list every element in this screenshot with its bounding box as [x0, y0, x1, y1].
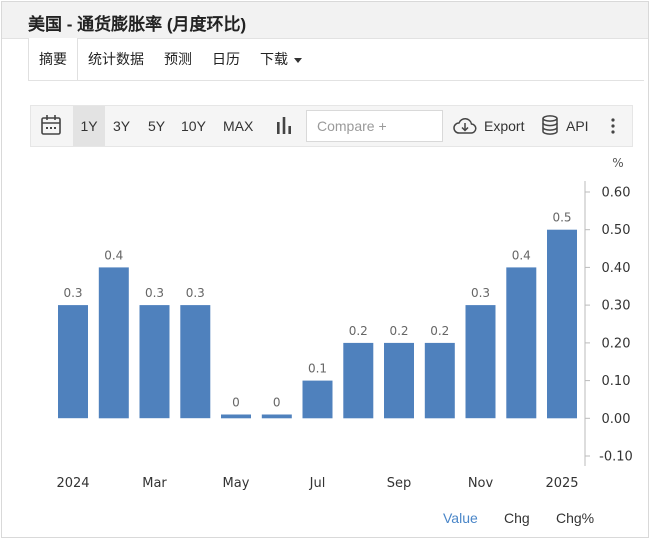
y-tick-label: 0.20: [602, 336, 631, 351]
chart-type-button[interactable]: [274, 106, 294, 146]
data-label: 0.3: [186, 286, 205, 300]
tab-calendar[interactable]: 日历: [202, 38, 250, 80]
data-label: 0.3: [471, 286, 490, 300]
page-title: 美国 - 通货膨胀率 (月度环比): [28, 15, 247, 34]
x-tick-label: Jul: [309, 476, 326, 491]
caret-down-icon: [294, 57, 302, 63]
data-label: 0.2: [389, 324, 408, 338]
compare-input[interactable]: [306, 110, 443, 142]
bar[interactable]: [261, 414, 292, 419]
data-label: 0.4: [512, 248, 531, 262]
data-label: 0.2: [430, 324, 449, 338]
export-label: Export: [484, 118, 525, 134]
api-button[interactable]: API: [540, 106, 589, 146]
tab-bar: 摘要 统计数据 预测 日历 下载: [28, 38, 312, 80]
bar[interactable]: [547, 229, 577, 419]
bar[interactable]: [98, 267, 129, 419]
calendar-icon: [41, 115, 61, 135]
export-button[interactable]: Export: [452, 106, 524, 146]
unit-label: %: [612, 156, 623, 170]
chart-toolbar: 1Y 3Y 5Y 10Y MAX Export API: [30, 105, 633, 147]
cloud-download-icon: [453, 117, 477, 134]
x-axis-ticks: 2024 Mar May Jul Sep Nov 2025: [56, 476, 578, 491]
range-max-button[interactable]: MAX: [223, 118, 254, 134]
bar-chart: % 0.30.40.3 0.30 00.10.2 0.2 0.20.30.40.5 0.…: [30, 156, 633, 491]
data-label: 0.3: [145, 286, 164, 300]
tab-label: 摘要: [39, 51, 67, 67]
bar[interactable]: [384, 342, 414, 419]
bar[interactable]: [506, 267, 537, 419]
bar[interactable]: [180, 305, 211, 419]
range-5y-button[interactable]: 5Y: [148, 118, 166, 134]
tab-summary[interactable]: 摘要: [28, 38, 78, 80]
bar[interactable]: [424, 342, 455, 419]
bar[interactable]: [139, 305, 170, 419]
tab-statistics[interactable]: 统计数据: [78, 38, 154, 80]
mode-chg-percent[interactable]: Chg%: [556, 510, 595, 526]
data-label: 0.1: [308, 362, 327, 376]
bar[interactable]: [302, 380, 333, 419]
y-tick-label: 0.00: [602, 412, 631, 427]
data-label: 0.5: [552, 211, 571, 225]
x-tick-label: 2025: [545, 476, 578, 491]
view-mode-switcher: Value Chg Chg%: [0, 510, 652, 530]
database-icon: [542, 115, 558, 135]
range-10y-button[interactable]: 10Y: [181, 118, 206, 134]
more-options-button[interactable]: [608, 106, 618, 146]
y-tick-label: 0.60: [602, 186, 631, 201]
mode-value[interactable]: Value: [443, 510, 478, 526]
title-bar: 美国 - 通货膨胀率 (月度环比): [2, 2, 648, 39]
bar-chart-icon: [277, 117, 291, 134]
tab-forecast[interactable]: 预测: [154, 38, 202, 80]
data-label: 0: [273, 396, 281, 410]
calendar-button[interactable]: [40, 106, 62, 146]
data-label: 0.3: [63, 286, 82, 300]
data-label: 0.4: [104, 248, 123, 262]
tab-label: 统计数据: [88, 51, 144, 67]
x-tick-label: 2024: [56, 476, 89, 491]
api-label: API: [566, 118, 589, 134]
bar[interactable]: [221, 414, 251, 419]
x-tick-label: May: [223, 476, 250, 491]
range-3y-button[interactable]: 3Y: [113, 118, 131, 134]
y-tick-label: 0.40: [602, 261, 631, 276]
data-label: 0: [232, 396, 240, 410]
chart-panel: % 0.3 0.4 0.3 0.3 0 0 0.1 0.2 0.2 0.2 0.3 0.4 0.5 0.…: [30, 148, 633, 533]
bar[interactable]: [343, 342, 374, 419]
mode-chg[interactable]: Chg: [504, 510, 530, 526]
y-axis-ticks: 0.60 0.50 0.40 0.30 0.20 0.10 0.00 -0.10: [585, 186, 633, 465]
tab-label: 日历: [212, 51, 240, 67]
y-tick-label: 0.30: [602, 299, 631, 314]
bar[interactable]: [58, 305, 88, 419]
y-tick-label: 0.50: [602, 223, 631, 238]
tab-download[interactable]: 下载: [250, 38, 312, 80]
x-tick-label: Mar: [142, 476, 167, 491]
bars: [58, 229, 577, 419]
range-1y-button[interactable]: 1Y: [73, 106, 105, 146]
data-labels: 0.3 0.4 0.3 0.3 0 0 0.1 0.2 0.2 0.2 0.3 0.4 0.5: [63, 211, 571, 410]
tab-label: 下载: [260, 51, 288, 67]
x-tick-label: Nov: [468, 476, 494, 491]
y-tick-label: 0.10: [602, 374, 631, 389]
y-tick-label: -0.10: [599, 450, 633, 465]
x-tick-label: Sep: [387, 476, 412, 491]
more-vertical-icon: [611, 118, 615, 134]
tabs-divider: [28, 80, 644, 81]
bar[interactable]: [465, 305, 496, 419]
data-label: 0.2: [349, 324, 368, 338]
tab-label: 预测: [164, 51, 192, 67]
